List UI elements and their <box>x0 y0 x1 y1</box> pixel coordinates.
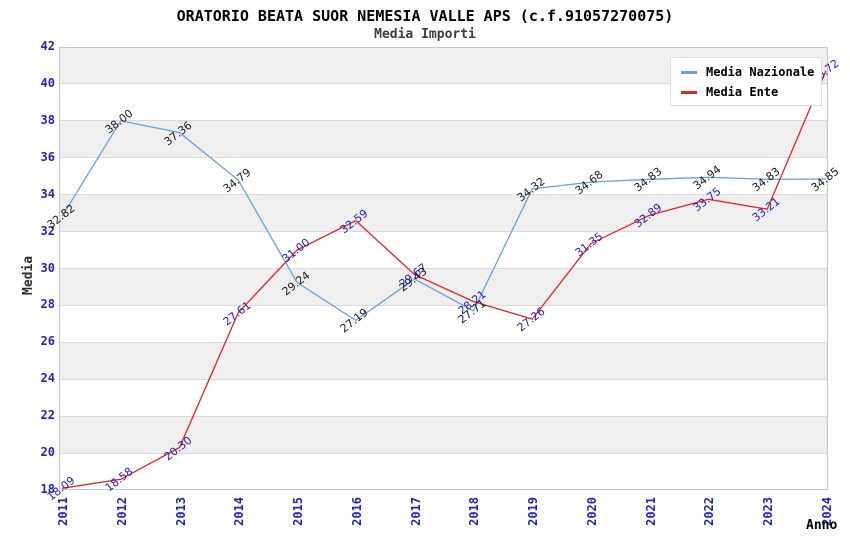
y-tick-label: 28 <box>40 297 55 312</box>
y-tick-label: 40 <box>40 75 55 90</box>
plot-band <box>59 379 828 417</box>
y-tick-label: 36 <box>40 149 55 164</box>
y-tick-label: 24 <box>40 371 55 386</box>
gridline <box>59 157 828 159</box>
gridline <box>59 268 828 269</box>
gridline <box>59 415 828 417</box>
x-tick-label: 2021 <box>643 497 658 526</box>
legend-item-media-nazionale: Media Nazionale <box>681 65 815 79</box>
plot-area <box>59 47 828 491</box>
x-tick-label: 2017 <box>408 497 423 526</box>
y-tick-label: 34 <box>40 186 55 201</box>
x-tick-label: 2018 <box>467 497 482 526</box>
series-line-media-ente <box>61 70 827 489</box>
x-tick-label: 2016 <box>349 497 364 526</box>
plot-band <box>59 453 828 491</box>
plot-band <box>59 342 828 380</box>
gridline <box>59 231 828 233</box>
plot-band <box>59 416 828 454</box>
y-tick-label: 42 <box>40 39 55 53</box>
plot-band <box>59 157 828 196</box>
legend-swatch-media-ente <box>681 90 697 94</box>
x-tick-label: 2012 <box>114 497 129 526</box>
x-tick-label: 2022 <box>702 497 717 526</box>
gridline <box>59 304 828 306</box>
series-line-media-nazionale <box>61 120 827 322</box>
gridline <box>59 341 828 343</box>
gridline <box>59 452 828 454</box>
x-tick-label: 2023 <box>761 497 776 526</box>
legend-box: Media Nazionale Media Ente <box>670 57 822 106</box>
x-tick-label: 2011 <box>56 497 70 526</box>
x-tick-label: 2019 <box>526 497 541 526</box>
plot-band <box>59 231 828 269</box>
legend-item-media-ente: Media Ente <box>681 85 813 99</box>
chart-subtitle: Media Importi <box>374 27 476 42</box>
legend-swatch-media-nazionale <box>681 70 697 74</box>
plot-band <box>59 194 828 233</box>
y-tick-label: 22 <box>40 408 55 423</box>
gridline <box>59 83 828 85</box>
y-tick-label: 20 <box>40 445 55 460</box>
legend-label: Media Nazionale <box>706 65 815 79</box>
x-tick-label: 2020 <box>584 497 599 526</box>
y-tick-label: 26 <box>40 334 55 349</box>
x-tick-label: 2013 <box>173 497 188 526</box>
series-lines <box>61 70 827 489</box>
x-tick-label: 2014 <box>232 497 247 526</box>
plot-band <box>59 305 828 343</box>
chart-title: ORATORIO BEATA SUOR NEMESIA VALLE APS (c… <box>176 7 674 25</box>
y-tick-label: 18 <box>40 482 55 496</box>
gridline <box>59 378 828 380</box>
gridline <box>59 120 828 122</box>
y-tick-label: 38 <box>40 112 55 127</box>
y-tick-label: 30 <box>40 260 55 275</box>
legend-label: Media Ente <box>706 85 779 99</box>
gridline <box>59 194 828 196</box>
y-tick-label: 32 <box>40 223 55 238</box>
x-axis-title: Anno <box>806 518 838 533</box>
x-tick-label: 2015 <box>291 497 306 526</box>
